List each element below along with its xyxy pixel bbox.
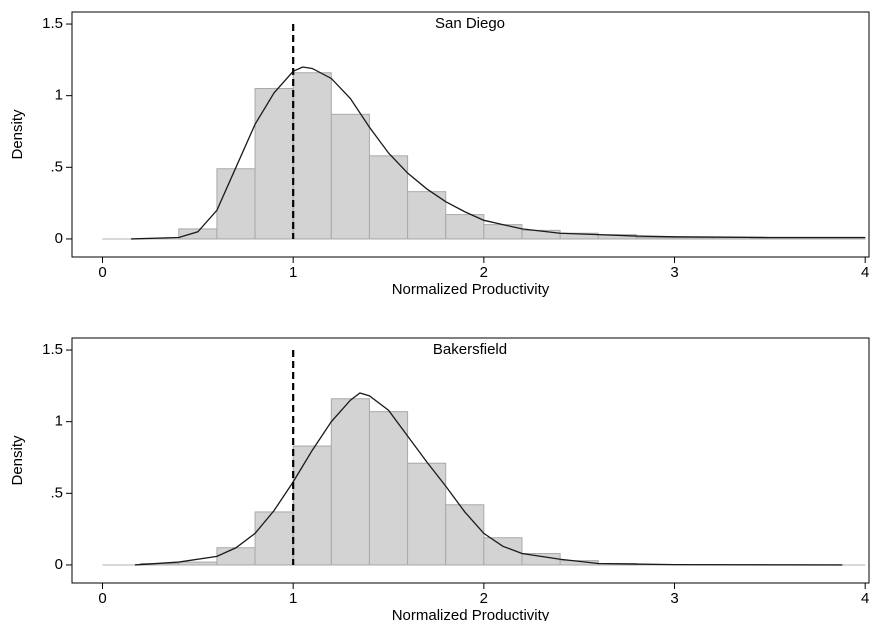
bar bbox=[330, 113, 370, 240]
bar bbox=[559, 560, 599, 566]
bar bbox=[674, 237, 714, 240]
y-tick-label: 0 bbox=[55, 230, 63, 247]
y-tick-label: 1.5 bbox=[42, 15, 63, 32]
bar bbox=[750, 237, 790, 240]
density-curve bbox=[131, 66, 866, 240]
bar bbox=[826, 237, 866, 240]
density-curve bbox=[134, 392, 843, 566]
x-tick-label: 2 bbox=[480, 264, 488, 281]
x-tick-label: 4 bbox=[861, 590, 869, 607]
bar bbox=[216, 547, 256, 566]
x-tick-label: 0 bbox=[98, 590, 106, 607]
y-tick-label: 1 bbox=[55, 87, 63, 104]
y-tick-label: .5 bbox=[50, 484, 63, 501]
x-axis-label: Normalized Productivity bbox=[392, 281, 550, 298]
x-tick-label: 3 bbox=[670, 264, 678, 281]
bar bbox=[483, 224, 523, 240]
y-axis-label: Density bbox=[9, 435, 26, 486]
bar bbox=[254, 511, 294, 566]
panel-title: San Diego bbox=[435, 15, 505, 32]
y-tick-label: 0 bbox=[55, 556, 63, 573]
bar bbox=[407, 191, 447, 240]
bar bbox=[178, 228, 218, 240]
x-tick-label: 1 bbox=[289, 590, 297, 607]
bar bbox=[368, 411, 409, 566]
bar bbox=[216, 168, 256, 240]
bar bbox=[788, 237, 828, 240]
y-tick-label: 1 bbox=[55, 413, 63, 430]
bar bbox=[407, 462, 447, 566]
bar bbox=[445, 504, 485, 566]
bar bbox=[292, 72, 332, 240]
bar bbox=[597, 234, 637, 240]
panel-title: Bakersfield bbox=[433, 341, 507, 358]
x-tick-label: 1 bbox=[289, 264, 297, 281]
y-tick-label: .5 bbox=[50, 158, 63, 175]
x-tick-label: 2 bbox=[480, 590, 488, 607]
bar bbox=[178, 561, 218, 566]
bar bbox=[521, 552, 561, 566]
plot-frame bbox=[71, 11, 870, 258]
bar bbox=[368, 155, 409, 240]
bar bbox=[292, 445, 332, 566]
y-tick-label: 1.5 bbox=[42, 341, 63, 358]
bar bbox=[254, 88, 294, 240]
x-tick-label: 4 bbox=[861, 264, 869, 281]
x-axis-label: Normalized Productivity bbox=[392, 607, 550, 621]
bar bbox=[330, 398, 370, 566]
y-axis-label: Density bbox=[9, 109, 26, 160]
x-tick-label: 3 bbox=[670, 590, 678, 607]
plot-frame bbox=[71, 337, 870, 584]
bar bbox=[635, 237, 676, 240]
x-tick-label: 0 bbox=[98, 264, 106, 281]
